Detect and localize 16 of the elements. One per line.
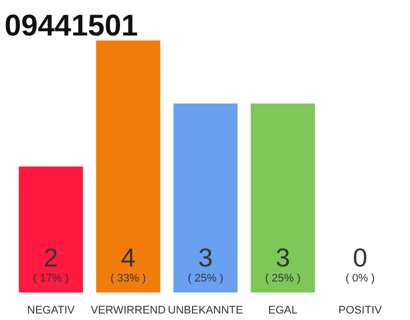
- data-label: 4: [120, 242, 136, 272]
- annotation: ( 25% ): [265, 272, 301, 284]
- x-tick-label: VERWIRREND: [90, 304, 166, 316]
- data-label: 2: [44, 242, 58, 272]
- annotation: ( 33% ): [110, 272, 146, 284]
- data-label: 3: [276, 242, 290, 272]
- annotation: ( 0% ): [345, 272, 375, 284]
- annotation: ( 17% ): [33, 272, 69, 284]
- data-label: 0: [352, 242, 368, 272]
- data-label: 3: [198, 242, 213, 272]
- annotation: ( 25% ): [188, 272, 224, 284]
- chart-title: 09441501: [4, 10, 138, 42]
- x-tick-label: UNBEKANNTE: [168, 304, 244, 316]
- x-tick-label: EGAL: [268, 304, 298, 316]
- x-tick-label: POSITIV: [338, 304, 382, 316]
- x-tick-label: NEGATIV: [27, 304, 76, 316]
